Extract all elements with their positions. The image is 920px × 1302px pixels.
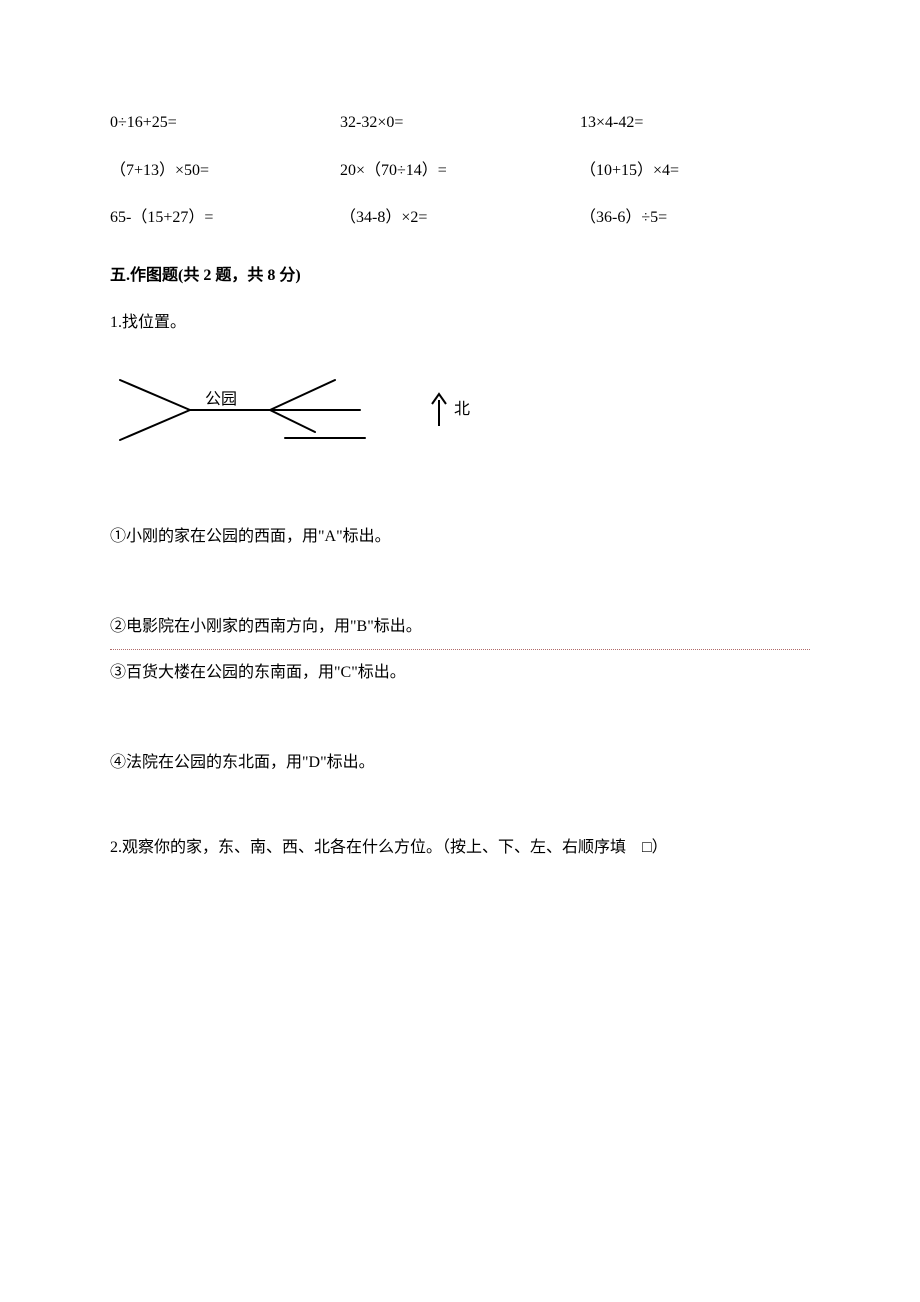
equation-grid: 0÷16+25= 32-32×0= 13×4-42= （7+13）×50= 20…: [110, 110, 810, 231]
diagram-row: 公园 北: [110, 360, 810, 460]
equation-cell: （34-8）×2=: [340, 205, 580, 231]
equation-cell: （7+13）×50=: [110, 158, 340, 184]
equation-cell: （10+15）×4=: [580, 158, 780, 184]
question-1-intro: 1.找位置。: [110, 310, 810, 336]
north-label: 北: [454, 397, 470, 423]
park-map-icon: 公园: [110, 360, 370, 460]
equation-cell: 32-32×0=: [340, 110, 580, 136]
sub-question-2: ②电影院在小刚家的西南方向，用"B"标出。: [110, 614, 810, 640]
question-2: 2.观察你的家，东、南、西、北各在什么方位。（按上、下、左、右顺序填 □）: [110, 835, 810, 861]
north-arrow-icon: [430, 392, 448, 428]
equation-cell: 20×（70÷14）=: [340, 158, 580, 184]
equation-cell: 0÷16+25=: [110, 110, 340, 136]
svg-text:公园: 公园: [205, 391, 237, 408]
section-five-header: 五.作图题(共 2 题，共 8 分): [110, 263, 810, 289]
equation-cell: 13×4-42=: [580, 110, 780, 136]
north-indicator: 北: [430, 392, 470, 428]
equation-cell: 65-（15+27）=: [110, 205, 340, 231]
sub-question-4: ④法院在公园的东北面，用"D"标出。: [110, 750, 810, 776]
dotted-separator: [110, 649, 810, 650]
sub-question-3: ③百货大楼在公园的东南面，用"C"标出。: [110, 660, 810, 686]
sub-question-1: ①小刚的家在公园的西面，用"A"标出。: [110, 524, 810, 550]
equation-cell: （36-6）÷5=: [580, 205, 780, 231]
park-map-diagram: 公园: [110, 360, 370, 460]
